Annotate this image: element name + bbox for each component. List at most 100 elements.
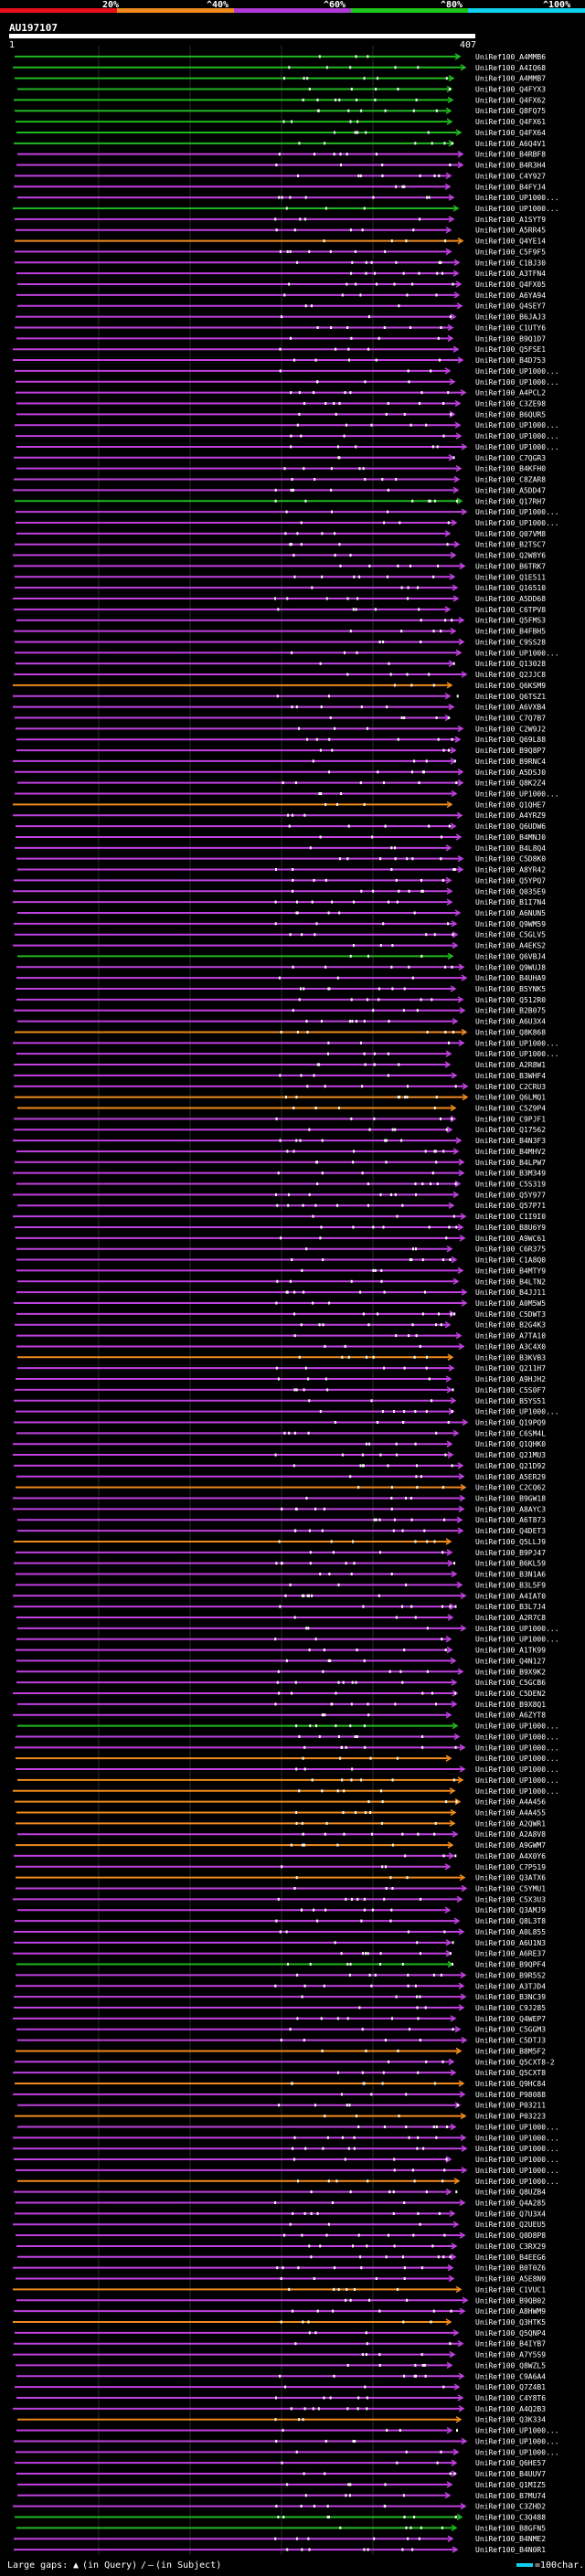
gap-marker-87-5 bbox=[378, 998, 380, 1002]
gap-marker-117-5 bbox=[322, 1323, 324, 1327]
hit-label-148: UniRef100_Q4N127 bbox=[475, 1657, 546, 1665]
gap-marker-4-3 bbox=[335, 98, 337, 101]
gap-marker-61-3 bbox=[329, 716, 332, 719]
hit-row-135: UniRef100_A6T873 bbox=[17, 1516, 546, 1524]
hit-arrow-79 bbox=[454, 909, 462, 917]
hit-label-142: UniRef100_A4IAT0 bbox=[475, 1592, 546, 1600]
hit-arrow-148 bbox=[450, 1657, 457, 1665]
hit-arrow-22 bbox=[453, 292, 461, 299]
gap-marker-86-4 bbox=[328, 987, 331, 991]
gap-marker-21-0 bbox=[355, 282, 357, 286]
hit-arrow-211 bbox=[457, 2340, 464, 2348]
hit-row-130: UniRef100_Q21D92 bbox=[14, 1462, 546, 1470]
hit-row-76: UniRef100_Q5YPQ7 bbox=[14, 876, 546, 885]
gap-marker-157-0 bbox=[302, 1756, 304, 1760]
hit-row-162: UniRef100_A4A455 bbox=[16, 1809, 546, 1818]
gap-marker-106-5 bbox=[336, 1203, 338, 1207]
gap-marker-80-1 bbox=[274, 922, 277, 926]
hit-arrow-167 bbox=[444, 1863, 452, 1871]
hit-row-87: UniRef100_Q512R0 bbox=[16, 996, 546, 1004]
hit-label-134: UniRef100_A8AYC3 bbox=[475, 1505, 546, 1513]
gap-marker-2-2 bbox=[363, 77, 366, 80]
gap-marker-176-1 bbox=[346, 1963, 349, 1966]
gap-marker-141-2 bbox=[289, 1583, 292, 1586]
hit-label-185: UniRef100_Q5CXT8-2 bbox=[475, 2058, 555, 2066]
gap-marker-131-2 bbox=[420, 1475, 422, 1479]
gap-marker-22-1 bbox=[406, 293, 409, 297]
gap-marker-164-4 bbox=[324, 1832, 326, 1836]
gap-marker-228-0 bbox=[339, 2526, 342, 2529]
hit-label-189: UniRef100_P03211 bbox=[475, 2102, 546, 2110]
gap-marker-18-0 bbox=[289, 249, 292, 253]
gap-marker-134-4 bbox=[295, 1507, 298, 1511]
hit-arrow-230 bbox=[452, 2546, 459, 2553]
hit-label-90: UniRef100_Q8K868 bbox=[475, 1029, 546, 1037]
gap-marker-130-5 bbox=[387, 1464, 389, 1468]
hit-arrow-62 bbox=[457, 725, 464, 732]
hit-arrow-157 bbox=[445, 1754, 452, 1762]
gap-marker-7-2 bbox=[365, 131, 367, 134]
hit-row-131: UniRef100_A5ER29 bbox=[16, 1473, 546, 1481]
gap-marker-25-3 bbox=[440, 326, 442, 329]
hit-arrow-180 bbox=[458, 2004, 465, 2011]
hit-label-176: UniRef100_B9QPF4 bbox=[475, 1961, 546, 1969]
hit-label-206: UniRef100_C1VUC1 bbox=[475, 2285, 546, 2294]
hit-arrow-165 bbox=[447, 1841, 454, 1849]
hit-label-140: UniRef100_B3N1A6 bbox=[475, 1571, 546, 1579]
hit-arrow-112 bbox=[457, 1267, 464, 1275]
hit-arrow-101 bbox=[452, 1148, 460, 1155]
gap-marker-32-1 bbox=[338, 402, 341, 405]
gap-marker-74-3 bbox=[411, 857, 414, 861]
hit-row-123: UniRef100_C5S0F7 bbox=[15, 1386, 546, 1394]
hit-arrow-173 bbox=[458, 1928, 465, 1935]
gap-marker-136-4 bbox=[401, 1529, 404, 1532]
hit-label-132: UniRef100_C2CQ62 bbox=[475, 1484, 546, 1492]
scale-segment-cyan bbox=[468, 8, 585, 13]
hit-label-16: UniRef100_A5RR45 bbox=[475, 227, 546, 235]
hit-row-127: UniRef100_C6SM4L bbox=[16, 1429, 546, 1437]
gap-marker-150-2 bbox=[351, 1680, 354, 1684]
gap-marker-125-0 bbox=[381, 1410, 384, 1414]
hit-arrow-171 bbox=[444, 1906, 452, 1913]
gap-marker-135-1 bbox=[393, 1518, 396, 1521]
hit-label-11: UniRef100_C4Y927 bbox=[475, 172, 546, 180]
hit-label-141: UniRef100_B3L5F9 bbox=[475, 1581, 546, 1589]
gap-marker-227-1 bbox=[413, 2516, 416, 2518]
hit-arrow-32 bbox=[454, 399, 462, 408]
gap-marker-186-3 bbox=[382, 2071, 385, 2074]
hit-row-143: UniRef100_B3L7J4 bbox=[14, 1603, 546, 1611]
gap-marker-137-1 bbox=[352, 1540, 354, 1543]
hit-label-25: UniRef100_C1UTY6 bbox=[475, 324, 546, 333]
hit-arrow-203 bbox=[450, 2253, 457, 2261]
gap-marker-39-4 bbox=[291, 478, 293, 481]
gap-marker-157-1 bbox=[396, 1756, 399, 1760]
hit-arrow-82 bbox=[452, 941, 459, 949]
hit-label-164: UniRef100_A2A8V8 bbox=[475, 1830, 546, 1839]
hit-arrow-170 bbox=[456, 1895, 463, 1903]
gap-marker-138-3 bbox=[309, 1551, 312, 1554]
hit-label-131: UniRef100_A5ER29 bbox=[475, 1473, 546, 1481]
gap-marker-44-3 bbox=[321, 532, 324, 535]
gap-marker-8-0 bbox=[298, 142, 301, 145]
gap-marker-43-1 bbox=[383, 521, 386, 525]
hit-arrow-220 bbox=[461, 2437, 468, 2445]
gap-marker-222-1 bbox=[396, 2461, 399, 2465]
gap-marker-178-2 bbox=[407, 1984, 410, 1988]
gap-marker-1-1 bbox=[325, 66, 328, 69]
gap-marker-32-5 bbox=[387, 402, 389, 405]
hit-row-152: UniRef100_B9X8Q1 bbox=[17, 1701, 546, 1709]
gap-marker-204-0 bbox=[282, 2266, 284, 2270]
gap-marker-191-4 bbox=[383, 2125, 386, 2128]
gap-marker-96-0 bbox=[295, 1096, 298, 1099]
gap-marker-26-2 bbox=[378, 336, 380, 340]
gap-marker-227-0 bbox=[282, 2516, 285, 2518]
gap-marker-197-1 bbox=[388, 2190, 391, 2194]
hit-row-81: UniRef100_C5GLV5 bbox=[15, 931, 546, 939]
gap-marker-189-1 bbox=[346, 2104, 348, 2107]
hit-arrow-89 bbox=[452, 1017, 459, 1025]
hit-label-48: UniRef100_Q1E511 bbox=[475, 573, 546, 581]
hit-row-148: UniRef100_Q4N127 bbox=[16, 1657, 546, 1665]
gap-marker-207-3 bbox=[345, 2298, 347, 2302]
hit-label-67: UniRef100_Q8K2Z4 bbox=[475, 779, 546, 788]
gap-marker-80-3 bbox=[447, 922, 449, 926]
